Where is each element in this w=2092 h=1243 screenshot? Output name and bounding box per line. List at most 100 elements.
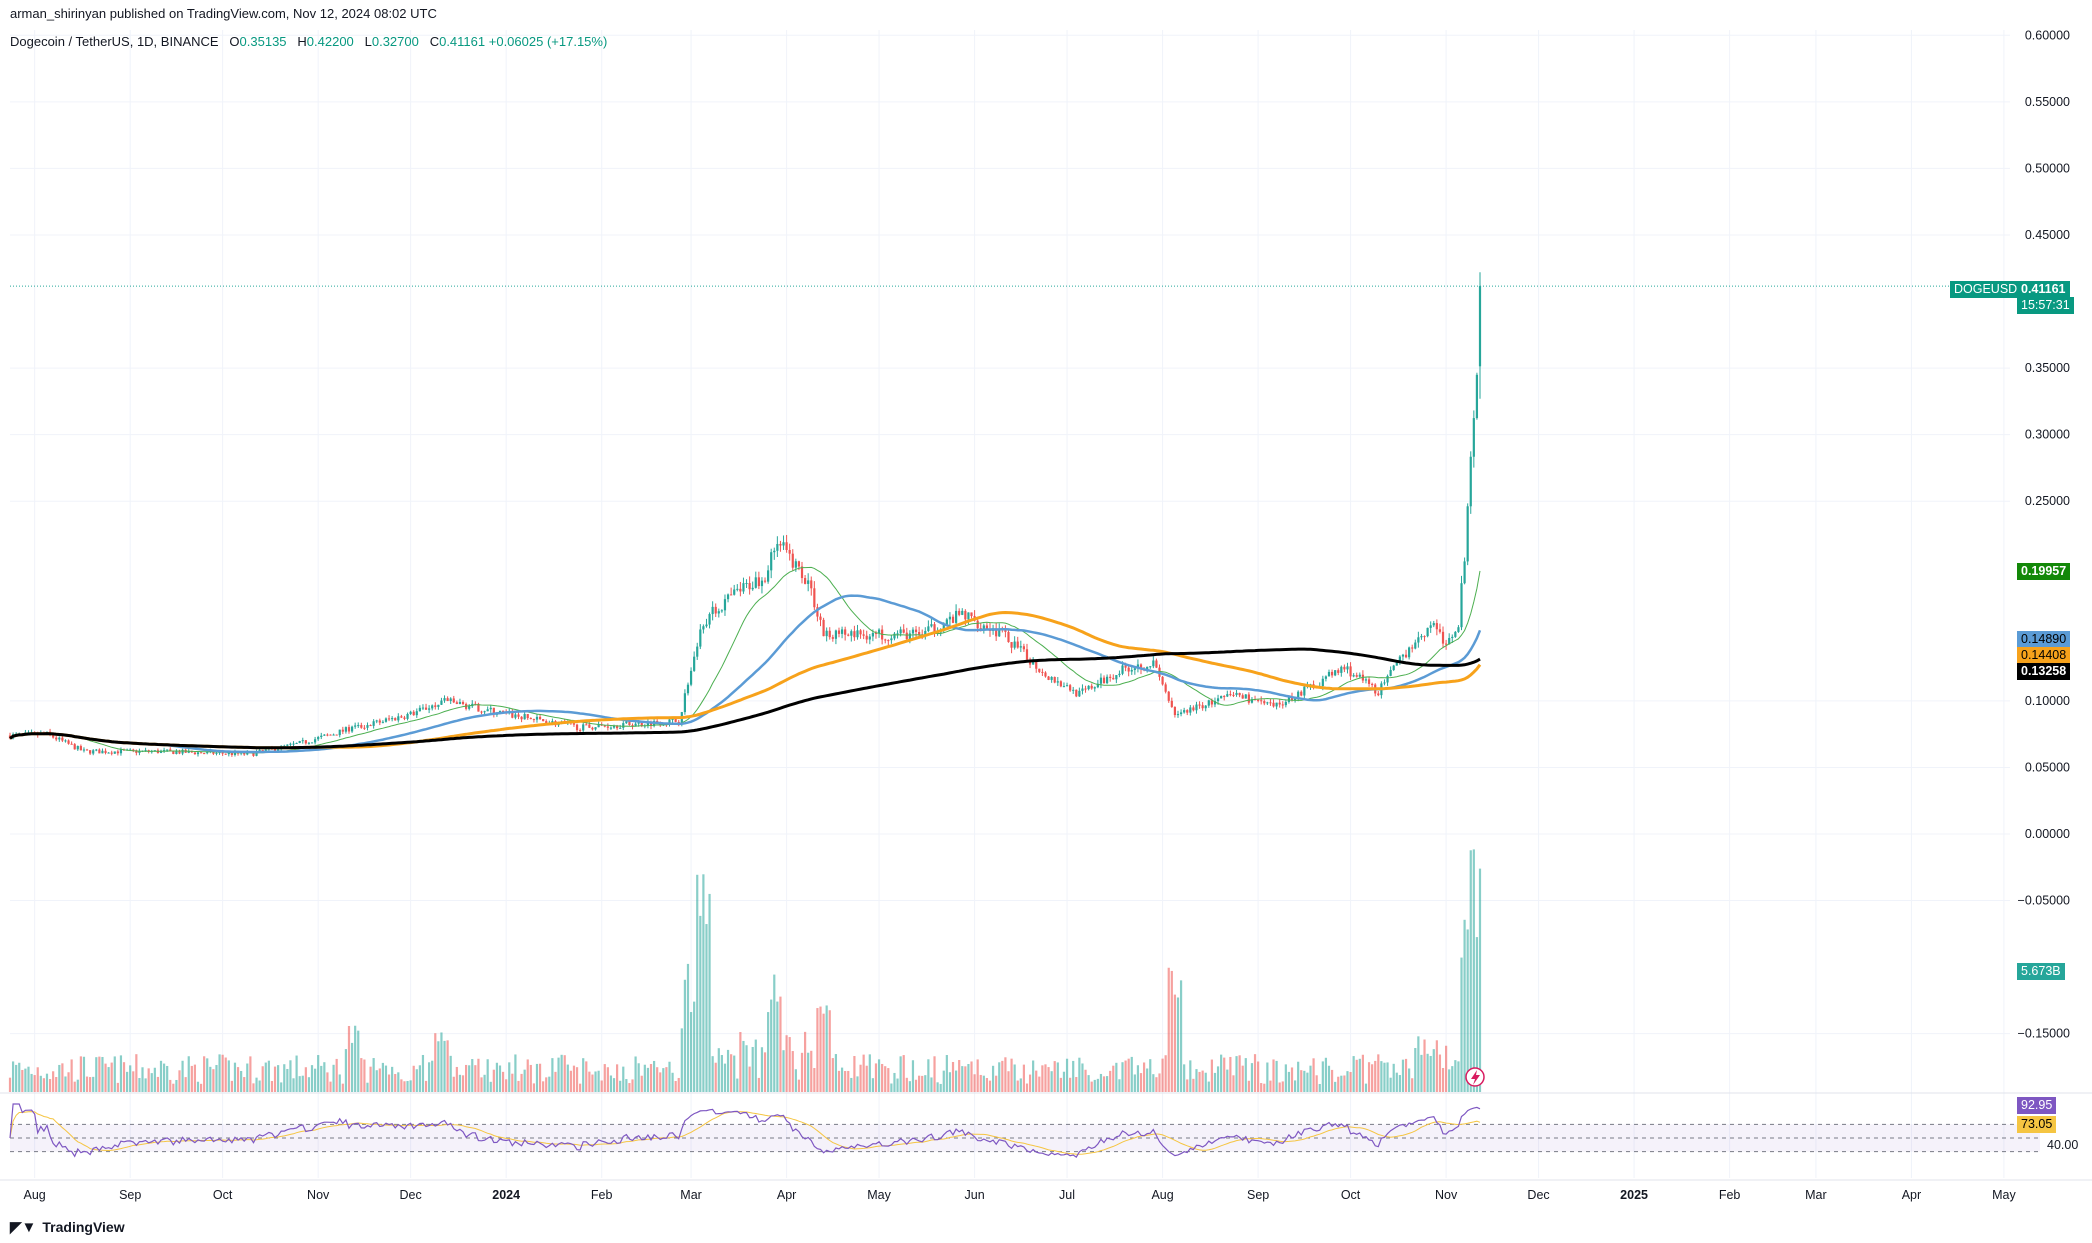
volume-bar: [1390, 1078, 1392, 1092]
volume-bar: [311, 1065, 313, 1092]
volume-bar: [708, 894, 710, 1092]
volume-bar: [1340, 1076, 1342, 1092]
volume-bar: [1106, 1076, 1108, 1092]
x-tick-label: May: [1992, 1188, 2016, 1202]
volume-bar: [1032, 1060, 1034, 1092]
volume-bar: [1433, 1049, 1435, 1092]
symbol-name[interactable]: Dogecoin / TetherUS, 1D, BINANCE: [10, 34, 219, 49]
candle-body: [514, 714, 516, 717]
volume-bar: [622, 1067, 624, 1092]
candle-body: [539, 717, 541, 719]
candle-body: [181, 750, 183, 754]
candle-body: [983, 625, 985, 628]
volume-bar: [1282, 1081, 1284, 1092]
candle-body: [822, 620, 824, 636]
volume-bar: [138, 1078, 140, 1092]
volume-bar: [46, 1074, 48, 1092]
volume-bar: [27, 1067, 29, 1092]
volume-bar: [1383, 1063, 1385, 1092]
volume-bar: [160, 1061, 162, 1092]
volume-bar: [434, 1033, 436, 1092]
candle-body: [909, 633, 911, 639]
volume-bar: [24, 1069, 26, 1092]
volume-bar: [896, 1079, 898, 1092]
volume-bar: [43, 1078, 45, 1092]
volume-bar: [1272, 1059, 1274, 1092]
volume-bar: [462, 1075, 464, 1092]
volume-bar: [773, 975, 775, 1092]
candle-body: [1103, 678, 1105, 683]
candle-body: [456, 702, 458, 704]
volume-bar: [1454, 1060, 1456, 1092]
volume-bar: [1346, 1071, 1348, 1092]
volume-bar: [730, 1054, 732, 1092]
x-tick-label: Oct: [213, 1188, 233, 1202]
candle-body: [95, 750, 97, 751]
candle-body: [1282, 704, 1284, 705]
volume-bar: [1254, 1054, 1256, 1092]
volume-bar: [1220, 1055, 1222, 1092]
candle-body: [702, 626, 704, 629]
candle-body: [582, 724, 584, 730]
flash-icon[interactable]: [1466, 1068, 1484, 1086]
candle-body: [610, 728, 612, 729]
volume-bar: [970, 1061, 972, 1092]
candle-body: [1007, 632, 1009, 642]
close-label: C: [430, 34, 439, 49]
candle-body: [755, 577, 757, 587]
candle-body: [628, 721, 630, 725]
candle-body: [727, 594, 729, 599]
open-value: 0.35135: [240, 34, 287, 49]
volume-bar: [946, 1055, 948, 1092]
candle-body: [906, 633, 908, 639]
candle-body: [1300, 692, 1302, 696]
volume-bar: [903, 1055, 905, 1092]
volume-bar: [1183, 1064, 1185, 1092]
candle-body: [1026, 649, 1028, 659]
volume-bar: [1245, 1058, 1247, 1092]
volume-bar: [554, 1072, 556, 1092]
x-tick-label: Apr: [777, 1188, 796, 1202]
x-tick-label: Oct: [1341, 1188, 1361, 1202]
candle-body: [453, 698, 455, 702]
candle-body: [730, 594, 732, 595]
candle-body: [1072, 690, 1074, 691]
volume-bar: [34, 1075, 36, 1092]
volume-bar: [511, 1074, 513, 1092]
volume-bar: [1417, 1036, 1419, 1092]
volume-bar: [856, 1076, 858, 1092]
candle-body: [1189, 707, 1191, 712]
candle-body: [915, 630, 917, 632]
volume-bar: [40, 1076, 42, 1092]
y-tick-label: 0.30000: [2025, 428, 2070, 442]
volume-bar: [218, 1054, 220, 1092]
candle-body: [480, 712, 482, 713]
volume-bar: [1066, 1059, 1068, 1092]
volume-bar: [656, 1067, 658, 1092]
candle-body: [1457, 627, 1459, 632]
tradingview-logo[interactable]: ◤▼ TradingView: [10, 1218, 125, 1236]
candle-body: [690, 671, 692, 685]
candle-body: [450, 698, 452, 701]
volume-bar: [277, 1065, 279, 1092]
candle-body: [323, 735, 325, 736]
y-tick-label: 0.10000: [2025, 694, 2070, 708]
volume-bar: [1124, 1061, 1126, 1092]
candle-body: [1325, 676, 1327, 678]
candle-body: [1393, 666, 1395, 670]
candle-body: [55, 738, 57, 740]
volume-bar: [1044, 1064, 1046, 1092]
volume-bar: [1118, 1079, 1120, 1092]
volume-bar: [505, 1079, 507, 1092]
volume-bar: [625, 1079, 627, 1092]
brand-label: TradingView: [42, 1219, 124, 1235]
candle-body: [92, 750, 94, 753]
volume-bar: [175, 1080, 177, 1092]
candle-body: [1063, 686, 1065, 687]
candle-body: [434, 705, 436, 707]
volume-bar: [900, 1056, 902, 1092]
candle-body: [1177, 714, 1179, 715]
volume-bar: [665, 1067, 667, 1092]
volume-bar: [869, 1054, 871, 1092]
